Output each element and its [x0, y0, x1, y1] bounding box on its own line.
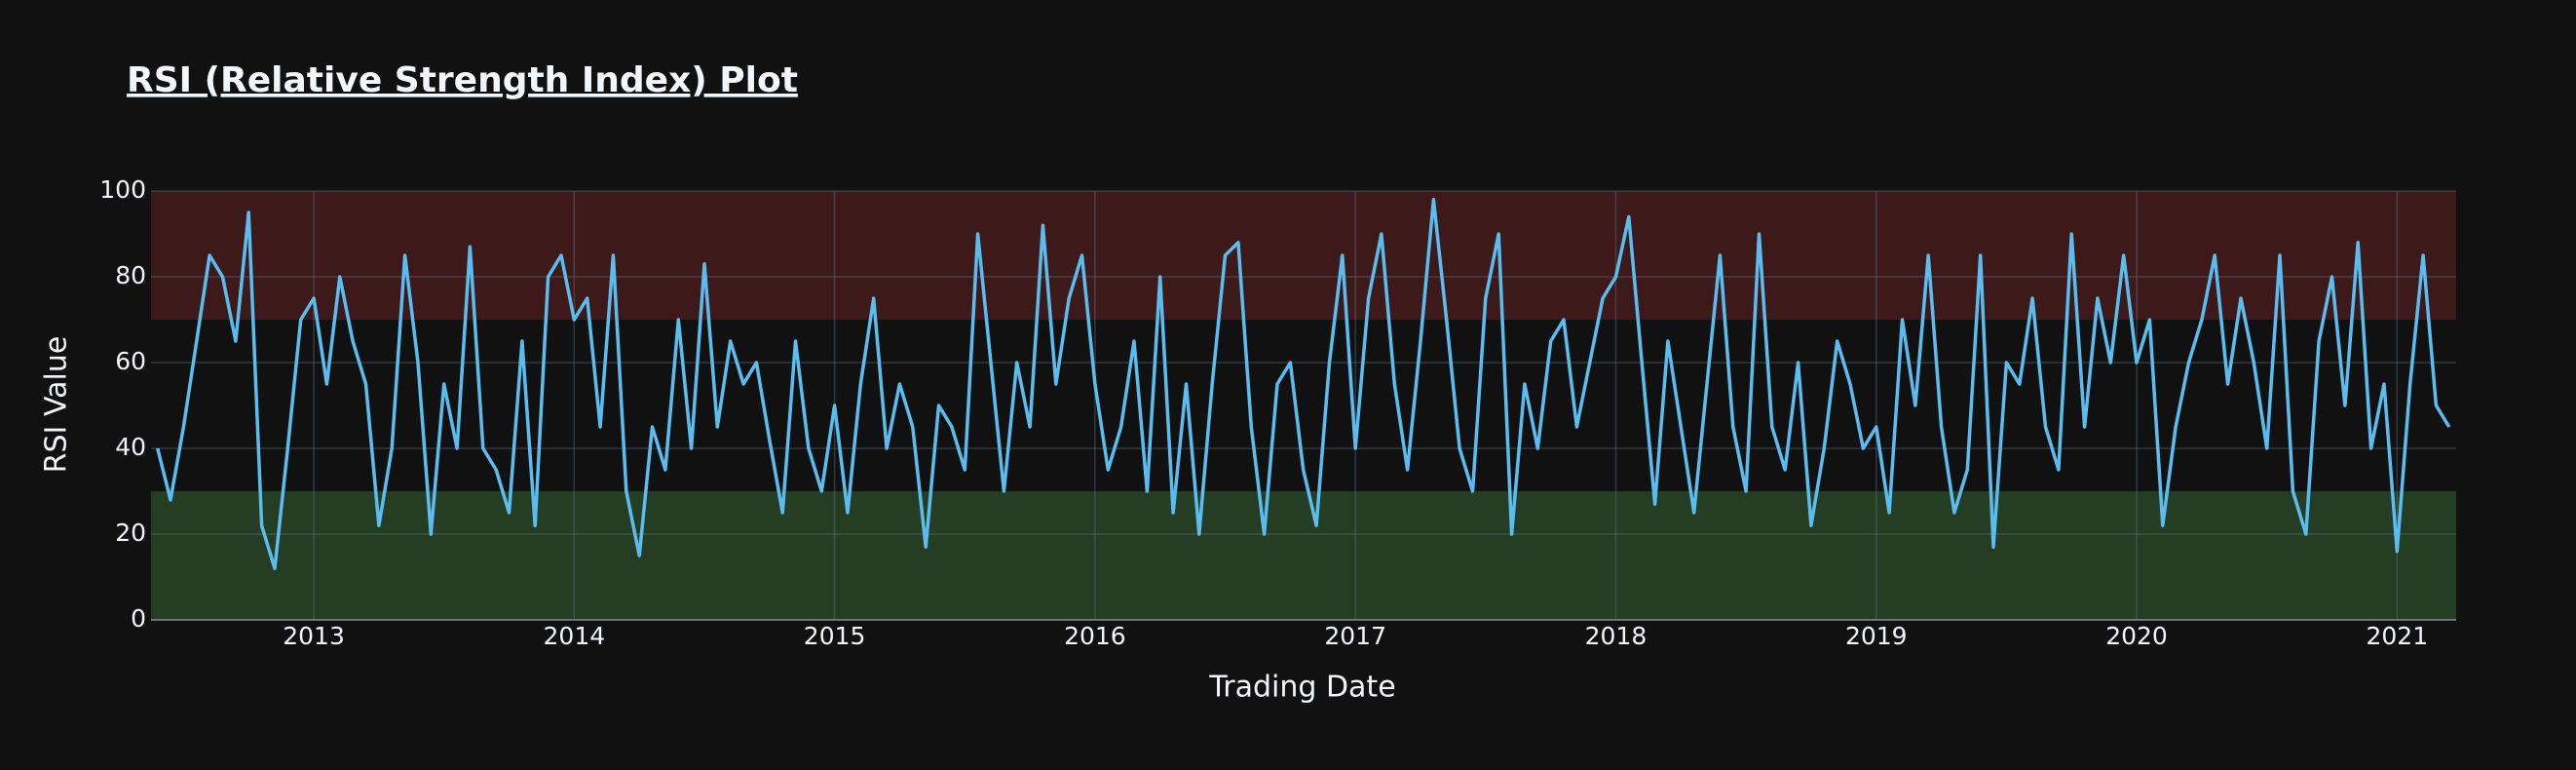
x-axis-title: Trading Date	[1208, 671, 1395, 705]
x-tick-label: 2018	[1585, 622, 1648, 650]
y-tick-label: 20	[115, 519, 146, 547]
x-tick-label: 2015	[804, 622, 866, 650]
y-tick-label: 80	[115, 261, 146, 289]
y-tick-label: 60	[115, 347, 146, 375]
x-tick-label: 2013	[283, 622, 345, 650]
rsi-line	[156, 198, 2451, 570]
y-tick-label: 40	[115, 433, 146, 461]
x-tick-label: 2019	[1845, 622, 1908, 650]
band	[151, 191, 2456, 320]
y-axis-title: RSI Value	[40, 336, 74, 474]
y-tick-label: 100	[99, 175, 146, 204]
band	[151, 491, 2456, 620]
x-tick-label: 2017	[1324, 622, 1386, 650]
y-tick-label: 0	[131, 604, 146, 633]
chart-title: RSI (Relative Strength Index) Plot	[127, 60, 798, 100]
x-tick-label: 2020	[2105, 622, 2168, 650]
x-tick-label: 2016	[1064, 622, 1126, 650]
x-tick-label: 2021	[2367, 622, 2429, 650]
x-tick-label: 2014	[544, 622, 606, 650]
